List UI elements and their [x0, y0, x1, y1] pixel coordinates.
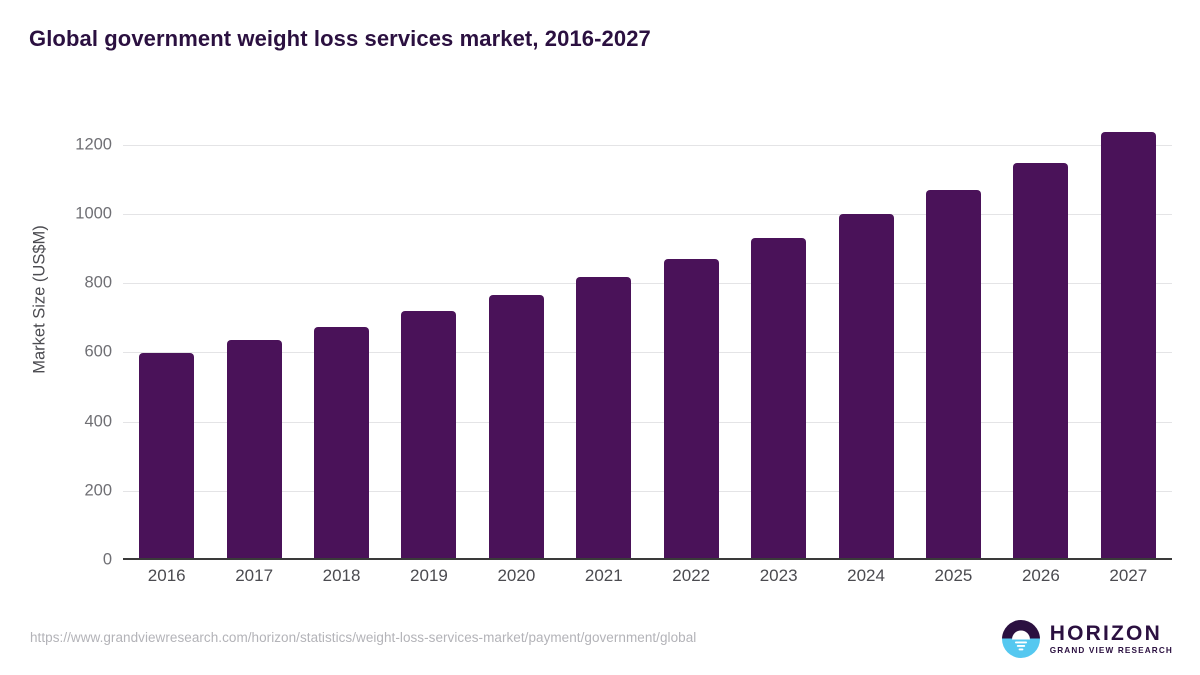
- bar[interactable]: [226, 340, 282, 560]
- bar[interactable]: [751, 237, 807, 560]
- x-axis-tick-label: 2025: [934, 566, 973, 585]
- y-axis-tick-labels: 0 200 400 600 800 1000 1200: [0, 110, 112, 568]
- x-axis-tick-label: 2023: [759, 566, 798, 585]
- y-axis-tick-label: 800: [84, 273, 112, 292]
- bar[interactable]: [1013, 162, 1069, 560]
- y-axis-tick-label: 0: [102, 550, 112, 569]
- y-axis-tick-label: 400: [84, 412, 112, 431]
- bar-series: [123, 110, 1172, 560]
- bar[interactable]: [488, 294, 544, 560]
- logo-wordmark: HORIZON: [1049, 621, 1162, 645]
- bar[interactable]: [663, 258, 719, 560]
- gridline: [123, 560, 1172, 561]
- x-axis-tick-label: 2024: [847, 566, 885, 585]
- bar[interactable]: [925, 189, 981, 560]
- x-axis-tick-label: 2022: [672, 566, 711, 585]
- bar[interactable]: [139, 353, 195, 560]
- bar[interactable]: [576, 277, 632, 560]
- y-axis-tick-label: 200: [84, 481, 112, 500]
- horizon-logo[interactable]: HORIZON GRAND VIEW RESEARCH: [1001, 618, 1173, 660]
- page-title: Global government weight loss services m…: [29, 26, 651, 51]
- plot-area: [123, 110, 1172, 560]
- source-url[interactable]: https://www.grandviewresearch.com/horizo…: [30, 630, 697, 645]
- x-axis-tick-labels: 2016 2017 2018 2019 2020 2021 2022 2023 2024 2025…: [123, 566, 1172, 594]
- horizon-logo-icon: [1001, 620, 1040, 658]
- bar[interactable]: [314, 327, 370, 560]
- logo-tagline: GRAND VIEW RESEARCH: [1049, 645, 1173, 655]
- y-axis-tick-label: 1200: [75, 135, 112, 154]
- bar[interactable]: [838, 214, 894, 560]
- x-axis-tick-label: 2017: [235, 566, 274, 585]
- x-axis-tick-label: 2016: [147, 566, 186, 585]
- x-axis-tick-label: 2018: [322, 566, 361, 585]
- x-axis-tick-label: 2021: [584, 566, 623, 585]
- y-axis-tick-label: 1000: [75, 204, 112, 223]
- x-axis-line: [123, 558, 1172, 560]
- horizon-logo-text: HORIZON GRAND VIEW RESEARCH: [1050, 623, 1173, 655]
- x-axis-tick-label: 2026: [1021, 566, 1060, 585]
- x-axis-tick-label: 2019: [410, 566, 448, 585]
- x-axis-tick-label: 2027: [1109, 566, 1148, 585]
- y-axis-tick-label: 600: [84, 342, 112, 361]
- x-axis-tick-label: 2020: [497, 566, 536, 585]
- bar[interactable]: [401, 311, 457, 560]
- bar[interactable]: [1100, 131, 1156, 560]
